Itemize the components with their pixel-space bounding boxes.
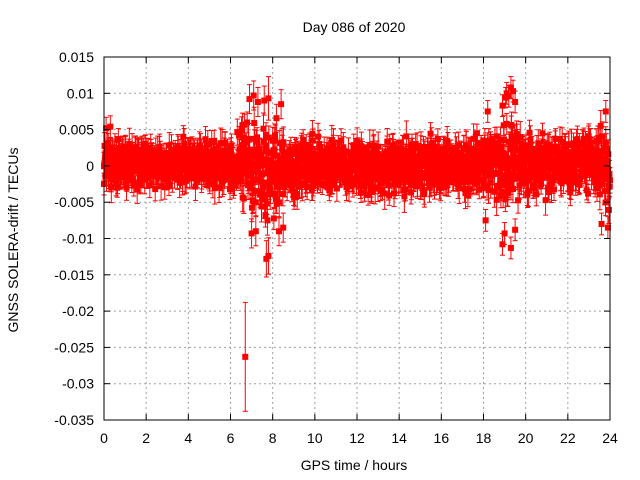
marker [192,183,199,190]
marker [165,183,172,190]
marker [252,199,259,206]
marker [158,183,165,190]
marker [175,145,182,152]
grid-lines [104,57,610,420]
marker [116,145,123,152]
marker [270,215,277,222]
marker [166,142,173,149]
marker [264,217,271,224]
marker [171,164,178,171]
marker [240,195,247,202]
marker [309,130,316,137]
marker [126,140,133,147]
marker [248,204,255,211]
marker [180,133,187,140]
marker [315,133,322,140]
marker [114,175,121,182]
marker [142,140,149,147]
marker [244,119,251,126]
marker [146,182,153,189]
marker [273,115,280,122]
marker [182,157,189,164]
marker [164,177,171,184]
marker [174,176,181,183]
marker [115,136,122,143]
marker [134,186,141,193]
marker [186,170,193,177]
marker [358,189,365,196]
data-points [101,76,613,412]
marker [152,186,159,193]
marker [130,180,137,187]
marker [161,184,168,191]
marker [129,176,136,183]
marker [105,139,112,146]
marker [251,120,258,127]
